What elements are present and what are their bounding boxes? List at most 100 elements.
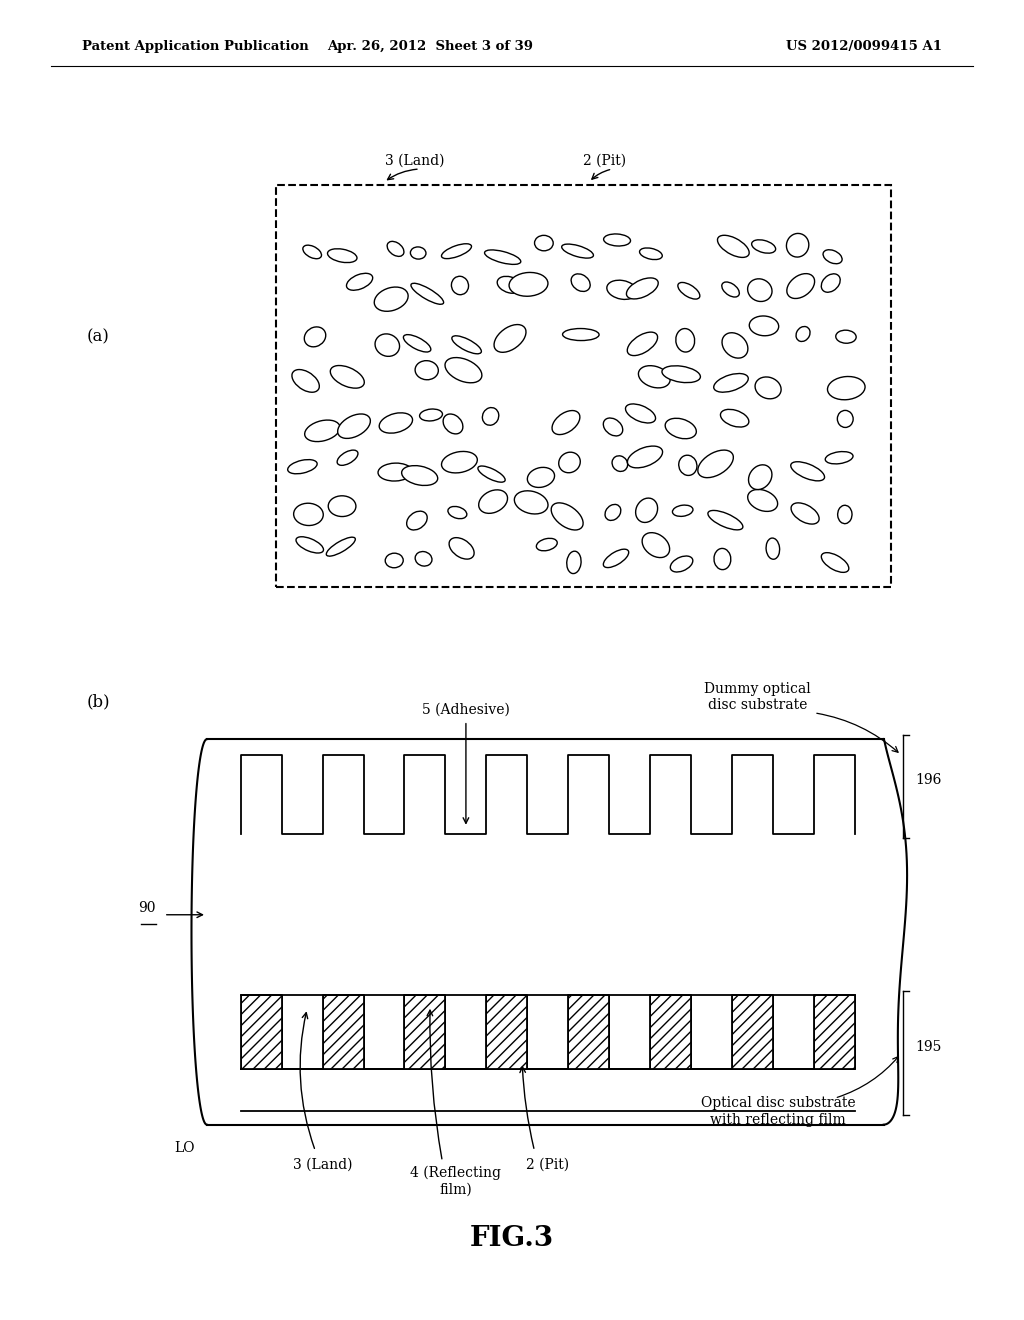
Ellipse shape bbox=[407, 511, 427, 531]
Ellipse shape bbox=[374, 286, 409, 312]
Ellipse shape bbox=[792, 503, 819, 524]
Ellipse shape bbox=[638, 366, 670, 388]
Text: Patent Application Publication: Patent Application Publication bbox=[82, 40, 308, 53]
Text: 195: 195 bbox=[915, 1040, 942, 1053]
Text: 3 (Land): 3 (Land) bbox=[293, 1158, 352, 1171]
Ellipse shape bbox=[786, 234, 809, 257]
Ellipse shape bbox=[304, 327, 326, 347]
Ellipse shape bbox=[708, 511, 742, 529]
Ellipse shape bbox=[328, 248, 357, 263]
Bar bbox=[814, 995, 855, 1069]
Ellipse shape bbox=[836, 330, 856, 343]
Ellipse shape bbox=[748, 490, 777, 511]
Bar bbox=[486, 995, 527, 1069]
Ellipse shape bbox=[552, 411, 580, 434]
Ellipse shape bbox=[605, 504, 621, 520]
Text: LO: LO bbox=[174, 1142, 195, 1155]
Ellipse shape bbox=[415, 360, 438, 380]
Ellipse shape bbox=[385, 553, 403, 568]
Bar bbox=[732, 995, 773, 1069]
Ellipse shape bbox=[494, 325, 526, 352]
Ellipse shape bbox=[678, 282, 699, 300]
Ellipse shape bbox=[387, 242, 403, 256]
Ellipse shape bbox=[379, 413, 413, 433]
Ellipse shape bbox=[766, 539, 779, 560]
Ellipse shape bbox=[411, 247, 426, 259]
Text: Apr. 26, 2012  Sheet 3 of 39: Apr. 26, 2012 Sheet 3 of 39 bbox=[327, 40, 534, 53]
Ellipse shape bbox=[562, 244, 594, 259]
Bar bbox=[323, 995, 364, 1069]
Ellipse shape bbox=[603, 549, 629, 568]
Ellipse shape bbox=[627, 279, 658, 298]
Ellipse shape bbox=[628, 333, 657, 355]
Ellipse shape bbox=[445, 358, 482, 383]
Ellipse shape bbox=[327, 537, 355, 556]
Ellipse shape bbox=[718, 235, 750, 257]
Ellipse shape bbox=[714, 374, 749, 392]
Bar bbox=[241, 995, 282, 1069]
Ellipse shape bbox=[403, 335, 431, 352]
Ellipse shape bbox=[603, 234, 631, 246]
Ellipse shape bbox=[679, 455, 697, 475]
Ellipse shape bbox=[628, 446, 663, 467]
Bar bbox=[276, 185, 891, 587]
Bar bbox=[568, 995, 609, 1069]
Ellipse shape bbox=[673, 506, 693, 516]
Ellipse shape bbox=[478, 466, 505, 482]
Ellipse shape bbox=[443, 414, 463, 434]
Text: 196: 196 bbox=[915, 774, 942, 787]
Ellipse shape bbox=[821, 273, 841, 292]
Ellipse shape bbox=[378, 463, 413, 480]
Ellipse shape bbox=[626, 404, 655, 422]
Ellipse shape bbox=[571, 273, 590, 292]
Ellipse shape bbox=[786, 273, 815, 298]
Text: 5 (Adhesive): 5 (Adhesive) bbox=[422, 704, 510, 717]
Ellipse shape bbox=[666, 418, 696, 438]
Ellipse shape bbox=[796, 326, 810, 342]
Ellipse shape bbox=[823, 249, 842, 264]
Ellipse shape bbox=[825, 451, 853, 463]
Ellipse shape bbox=[294, 503, 324, 525]
Ellipse shape bbox=[329, 496, 356, 516]
Ellipse shape bbox=[612, 455, 628, 471]
Text: (b): (b) bbox=[87, 694, 111, 710]
Ellipse shape bbox=[697, 450, 733, 478]
Ellipse shape bbox=[305, 420, 340, 442]
Text: 2 (Pit): 2 (Pit) bbox=[583, 154, 626, 168]
Text: Optical disc substrate
with reflecting film: Optical disc substrate with reflecting f… bbox=[700, 1097, 856, 1126]
Ellipse shape bbox=[450, 537, 474, 560]
Ellipse shape bbox=[551, 503, 583, 531]
Ellipse shape bbox=[514, 491, 548, 513]
Ellipse shape bbox=[447, 507, 467, 519]
Ellipse shape bbox=[509, 272, 548, 296]
Ellipse shape bbox=[827, 376, 865, 400]
Ellipse shape bbox=[752, 240, 775, 253]
Ellipse shape bbox=[331, 366, 365, 388]
Ellipse shape bbox=[415, 552, 432, 566]
Ellipse shape bbox=[636, 498, 657, 523]
Ellipse shape bbox=[676, 329, 694, 352]
Ellipse shape bbox=[791, 462, 824, 480]
Ellipse shape bbox=[562, 329, 599, 341]
Text: 4 (Reflecting
film): 4 (Reflecting film) bbox=[411, 1166, 501, 1197]
Ellipse shape bbox=[671, 556, 693, 572]
Ellipse shape bbox=[838, 411, 853, 428]
Text: (a): (a) bbox=[87, 329, 110, 345]
Text: Dummy optical
disc substrate: Dummy optical disc substrate bbox=[705, 682, 811, 711]
Ellipse shape bbox=[755, 378, 781, 399]
Ellipse shape bbox=[452, 276, 469, 294]
Ellipse shape bbox=[337, 450, 358, 466]
Ellipse shape bbox=[498, 276, 522, 293]
Text: 90: 90 bbox=[138, 902, 156, 915]
Ellipse shape bbox=[401, 466, 437, 486]
Ellipse shape bbox=[714, 548, 731, 570]
Text: FIG.3: FIG.3 bbox=[470, 1225, 554, 1251]
Ellipse shape bbox=[662, 366, 700, 383]
Ellipse shape bbox=[722, 333, 748, 358]
Ellipse shape bbox=[452, 335, 481, 354]
Text: US 2012/0099415 A1: US 2012/0099415 A1 bbox=[786, 40, 942, 53]
Ellipse shape bbox=[838, 506, 852, 524]
Ellipse shape bbox=[640, 248, 663, 260]
Ellipse shape bbox=[537, 539, 557, 550]
Ellipse shape bbox=[296, 537, 324, 553]
